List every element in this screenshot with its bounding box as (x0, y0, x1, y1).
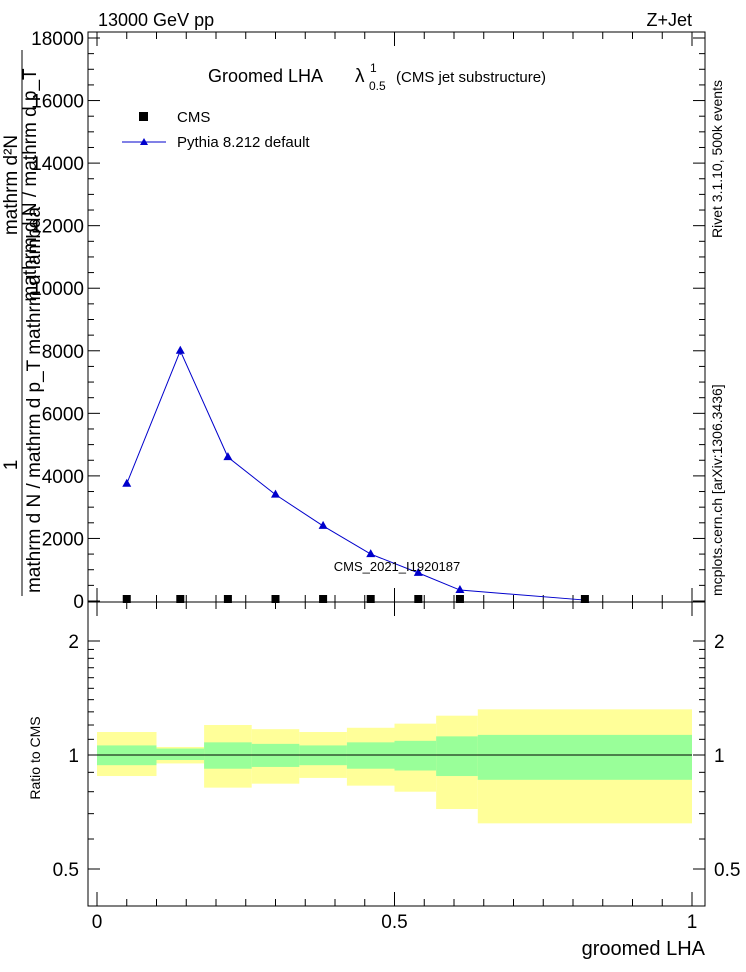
ratio-band-inner (477, 734, 692, 780)
ratio-ytick-label-right: 1 (714, 746, 725, 767)
title-symbol: λ (355, 66, 365, 87)
pythia-point (318, 520, 328, 529)
legend-pythia-label: Pythia 8.212 default (177, 134, 310, 151)
cms-point (122, 595, 131, 603)
pythia-point (413, 567, 423, 576)
ratio-ytick-label-left: 1 (68, 746, 79, 767)
ratio-axes: 0.5 0.5 1 1 2 2 0 0.5 1 (53, 601, 740, 933)
ratio-band-inner (204, 742, 252, 769)
cms-point (580, 595, 589, 603)
main-ytick-label: 4000 (42, 467, 84, 488)
ratio-ytick-label-left: 2 (68, 632, 79, 653)
cms-point (223, 595, 232, 603)
cms-point (176, 595, 185, 603)
main-ytick-label: 6000 (42, 404, 84, 425)
legend-cms-label: CMS (177, 109, 210, 126)
ratio-ytick-label-right: 2 (714, 632, 725, 653)
ratio-ytick-label-left: 0.5 (53, 860, 79, 881)
main-ytick-label: 0 (73, 592, 84, 613)
main-ytick-label: 14000 (31, 154, 84, 175)
pythia-point (366, 549, 376, 558)
analysis-watermark: CMS_2021_I1920187 (334, 559, 461, 574)
ylabel-top: mathrm d²N (1, 135, 22, 235)
cms-point (271, 595, 280, 603)
main-ytick-label: 16000 (31, 92, 84, 113)
main-panel: 0 2000 4000 6000 8000 10000 12000 14000 16000 180… (31, 29, 706, 613)
plot-title: Groomed LHA λ 1 0.5 (CMS jet substructur… (208, 61, 546, 93)
legend-pythia-marker (140, 138, 148, 145)
x-tick-label: 0.5 (381, 912, 407, 933)
main-ytick-label: 10000 (31, 279, 84, 300)
ylabel-prefix: 1 (1, 460, 22, 471)
main-ytick-label: 2000 (42, 529, 84, 550)
x-tick-label: 1 (687, 912, 698, 933)
pythia-point (271, 489, 280, 498)
pythia-point (455, 585, 465, 594)
cms-point (319, 595, 328, 603)
title-text: Groomed LHA (208, 66, 323, 86)
ratio-ylabel: Ratio to CMS (27, 716, 43, 799)
ratio-band-inner (436, 736, 478, 777)
ratio-band-inner (346, 742, 395, 769)
cms-point (366, 595, 375, 603)
title-sub: 0.5 (369, 79, 386, 93)
ratio-frame (87, 601, 706, 907)
pythia-point (223, 452, 233, 461)
ylabel-bottom: mathrm d N / mathrm d p_T (20, 68, 41, 302)
main-ytick-label: 8000 (42, 342, 84, 363)
main-ytick-label: 12000 (31, 217, 84, 238)
cms-point (455, 595, 464, 603)
process-label: Z+Jet (646, 10, 692, 30)
energy-label: 13000 GeV pp (98, 10, 214, 30)
pythia-point (175, 345, 185, 354)
x-tick-label: 0 (92, 912, 103, 933)
ratio-panel (97, 709, 692, 824)
ratio-ytick-label-right: 0.5 (714, 860, 740, 881)
x-axis-title: groomed LHA (582, 938, 706, 960)
main-ytick-label: 18000 (31, 29, 84, 50)
ratio-band-inner (394, 740, 437, 771)
ylabel-main: mathrm d N / mathrm d p_T mathrm d lambd… (24, 207, 45, 594)
cms-point (414, 595, 423, 603)
legend-cms-marker (139, 112, 148, 121)
title-sup: 1 (370, 61, 377, 75)
main-data-layer (122, 345, 590, 604)
rivet-label: Rivet 3.1.10, 500k events (709, 80, 725, 238)
mcplots-label: mcplots.cern.ch [arXiv:1306.3436] (709, 384, 725, 596)
main-ylabel: mathrm d²N 1 mathrm d N / mathrm d p_T m… (1, 50, 45, 596)
pythia-point (122, 478, 132, 487)
title-subtitle: (CMS jet substructure) (396, 69, 546, 86)
ratio-band-inner (156, 748, 205, 761)
legend: CMS Pythia 8.212 default (122, 109, 310, 151)
